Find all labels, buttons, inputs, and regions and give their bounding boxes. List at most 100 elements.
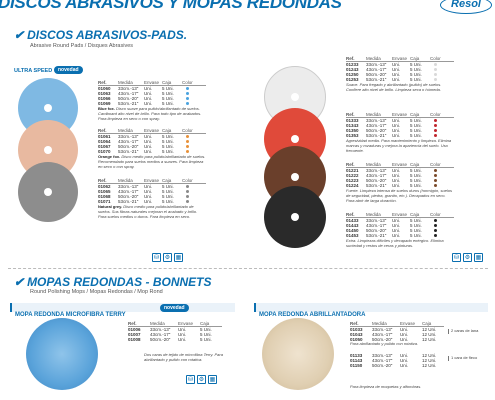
- table-cell: 12 Uni.: [422, 358, 437, 364]
- color-swatch: [433, 219, 437, 223]
- table-cell: 01063: [98, 91, 111, 97]
- color-cell: [182, 149, 192, 154]
- table-cell: Uni.: [178, 332, 187, 338]
- color-swatch: [433, 68, 437, 72]
- table-row: 01150 50cm.-20" Uni. 12 Uni.: [350, 363, 444, 368]
- table-cell: Uni.: [392, 62, 401, 68]
- table-cell: Uni.: [144, 149, 153, 155]
- table-cell: 53cm.-21": [366, 133, 387, 139]
- table-cell: 5 Uni.: [410, 77, 422, 83]
- table-cell: Uni.: [400, 358, 409, 364]
- color-swatch: [433, 224, 437, 228]
- table-cell: Uni.: [392, 218, 401, 224]
- table-cell: Uni.: [144, 194, 153, 200]
- table-cell: 43cm.-17": [150, 332, 171, 338]
- table-cell: Uni.: [144, 139, 153, 145]
- table-cell: Uni.: [400, 332, 409, 338]
- table-cell: 43cm.-17": [366, 67, 387, 73]
- table-cell: 5 Uni.: [162, 189, 174, 195]
- table-cell: 5 Uni.: [162, 91, 174, 97]
- color-swatch: [185, 185, 189, 189]
- column-header: Ref.: [350, 321, 359, 326]
- table-cell: 01221: [346, 168, 359, 174]
- color-swatch: [185, 87, 189, 91]
- table-cell: 01150: [350, 363, 363, 369]
- usage-icons-left: ⛁ ⚙ ▦: [152, 253, 183, 262]
- table-cell: 5 Uni.: [410, 228, 422, 234]
- table-cell: Uni.: [144, 144, 153, 150]
- table-cell: 5 Uni.: [410, 133, 422, 139]
- table-cell: 01243: [346, 67, 359, 73]
- table-cell: 5 Uni.: [162, 184, 174, 190]
- column-header: Envase: [144, 80, 160, 85]
- table-cell: 01065: [98, 189, 111, 195]
- left_groups-table: Ref. Medida Envase Caja Color 01061 33cm.-13" U…: [98, 128, 206, 170]
- table-cell: 5 Uni.: [162, 194, 174, 200]
- color-cell: [430, 173, 440, 178]
- table-cell: 5 Uni.: [410, 128, 422, 134]
- table-cell: 33cm.-13": [366, 62, 387, 68]
- floor-icon: ▦: [208, 375, 217, 384]
- right_groups-table: Ref. Medida Envase Caja Color 01221 33cm.-13" U…: [346, 162, 454, 204]
- color-cell: [430, 228, 440, 233]
- table-cell: 5 Uni.: [162, 139, 174, 145]
- table-cell: Uni.: [144, 91, 153, 97]
- color-swatch: [433, 179, 437, 183]
- table-row: 01250 50cm.-20" Uni. 5 Uni.: [346, 72, 454, 77]
- table-cell: 5 Uni.: [410, 178, 422, 184]
- table-cell: 50cm.-20": [366, 228, 387, 234]
- table-row: 01006 33cm.-13" Uni. 5 Uni.: [128, 327, 222, 332]
- color-swatch: [433, 124, 437, 128]
- column-header: Ref.: [346, 112, 355, 117]
- table-cell: 12 Uni.: [422, 363, 437, 369]
- column-header: Caja: [410, 112, 420, 117]
- color-cell: [182, 101, 192, 106]
- table-row: 01353 53cm.-21" Uni. 5 Uni.: [346, 133, 454, 138]
- novelty-badge: novedad: [54, 66, 83, 74]
- discs-section-title: ✔ DISCOS ABRASIVOS-PADS.: [14, 28, 187, 42]
- page-header: DISCOS ABRASIVOS Y MOPAS REDONDAS Resol: [0, 0, 495, 14]
- color-swatch: [433, 73, 437, 77]
- column-header: Medida: [366, 56, 381, 61]
- table-row: 01333 33cm.-13" Uni. 5 Uni.: [346, 118, 454, 123]
- table-cell: 43cm.-17": [366, 123, 387, 129]
- table-cell: 5 Uni.: [162, 149, 174, 155]
- column-header: Medida: [118, 80, 133, 85]
- bucket-icon: ⛁: [152, 253, 161, 262]
- color-cell: [430, 77, 440, 82]
- table-cell: Uni.: [400, 327, 409, 333]
- table-cell: 5 Uni.: [162, 96, 174, 102]
- color-swatch: [433, 63, 437, 67]
- color-cell: [430, 133, 440, 138]
- table-cell: Uni.: [392, 77, 401, 83]
- description-text: Extra. Limpiezas difíciles y decapado en…: [346, 238, 444, 249]
- right-mop-table: Ref. Medida Envase Caja 01033 33cm.-13" Uni. 12…: [350, 321, 444, 342]
- table-cell: 5 Uni.: [200, 337, 212, 343]
- table-row: 01060 33cm.-13" Uni. 5 Uni.: [98, 86, 206, 91]
- table-cell: Uni.: [392, 133, 401, 139]
- table-cell: 43cm.-17": [118, 139, 139, 145]
- table-row: 01443 43cm.-17" Uni. 5 Uni.: [346, 223, 454, 228]
- table-cell: Uni.: [144, 86, 153, 92]
- fringe-side-note: 1 cara de fleco: [448, 355, 482, 361]
- table-cell: Uni.: [392, 233, 401, 239]
- table-cell: 01433: [346, 218, 359, 224]
- column-header: Medida: [372, 321, 387, 326]
- table-cell: 5 Uni.: [200, 332, 212, 338]
- table-cell: 01067: [98, 144, 111, 150]
- brand-logo: Resol: [440, 0, 492, 14]
- table-cell: 5 Uni.: [162, 101, 174, 107]
- color-swatch: [433, 234, 437, 238]
- column-header: Caja: [162, 178, 172, 183]
- column-header: Caja: [410, 212, 420, 217]
- color-cell: [430, 233, 440, 238]
- table-cell: Uni.: [392, 183, 401, 189]
- color-swatch: [185, 200, 189, 204]
- table-cell: 5 Uni.: [410, 223, 422, 229]
- table-cell: 01222: [346, 173, 359, 179]
- table-cell: 33cm.-13": [366, 118, 387, 124]
- description-text: Disco medio para pulido/abrillantado de …: [98, 204, 198, 220]
- color-swatch: [185, 190, 189, 194]
- color-cell: [430, 183, 440, 188]
- color-swatch: [185, 102, 189, 106]
